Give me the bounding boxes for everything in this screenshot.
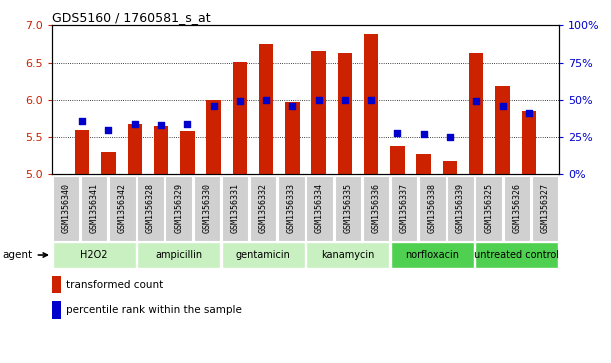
Bar — [52, 276, 61, 293]
Bar — [306, 176, 333, 241]
Bar — [503, 176, 530, 241]
Text: GSM1356334: GSM1356334 — [315, 183, 324, 233]
Text: GSM1356338: GSM1356338 — [428, 183, 437, 233]
Text: agent: agent — [2, 250, 47, 260]
Bar — [207, 100, 221, 174]
Text: kanamycin: kanamycin — [321, 250, 375, 260]
Text: GSM1356337: GSM1356337 — [400, 183, 409, 233]
Bar — [137, 242, 220, 268]
Text: GSM1356341: GSM1356341 — [90, 183, 99, 233]
Bar — [75, 130, 89, 174]
Bar — [222, 242, 305, 268]
Bar — [532, 176, 558, 241]
Bar — [222, 176, 248, 241]
Text: GSM1356331: GSM1356331 — [230, 183, 240, 233]
Bar — [312, 52, 326, 174]
Text: norfloxacin: norfloxacin — [405, 250, 459, 260]
Point — [313, 97, 323, 103]
Text: GSM1356342: GSM1356342 — [118, 183, 127, 233]
Text: GSM1356332: GSM1356332 — [258, 183, 268, 233]
Point — [366, 97, 376, 103]
Point — [392, 130, 402, 135]
Text: GSM1356333: GSM1356333 — [287, 183, 296, 233]
Text: gentamicin: gentamicin — [236, 250, 291, 260]
Bar — [391, 242, 474, 268]
Point — [130, 121, 140, 127]
Bar — [154, 126, 168, 174]
Point — [104, 127, 114, 132]
Text: GSM1356330: GSM1356330 — [202, 183, 211, 233]
Point — [497, 103, 507, 109]
Text: untreated control: untreated control — [474, 250, 559, 260]
Text: GSM1356328: GSM1356328 — [146, 183, 155, 233]
Bar — [109, 176, 136, 241]
Text: GSM1356329: GSM1356329 — [174, 183, 183, 233]
Bar — [364, 34, 378, 174]
Point — [156, 122, 166, 128]
Bar — [52, 301, 61, 319]
Bar — [475, 242, 558, 268]
Bar — [128, 124, 142, 174]
Bar — [250, 176, 277, 241]
Text: GSM1356325: GSM1356325 — [484, 183, 493, 233]
Bar — [363, 176, 389, 241]
Bar — [180, 131, 194, 174]
Bar — [391, 176, 417, 241]
Text: GSM1356339: GSM1356339 — [456, 183, 465, 233]
Text: ampicillin: ampicillin — [155, 250, 202, 260]
Point — [235, 98, 245, 104]
Bar — [496, 86, 510, 174]
Point — [183, 121, 192, 127]
Bar — [443, 161, 457, 174]
Bar — [53, 242, 136, 268]
Point — [524, 110, 533, 116]
Bar — [259, 44, 273, 174]
Bar — [101, 152, 115, 174]
Text: GSM1356326: GSM1356326 — [512, 183, 521, 233]
Bar — [306, 242, 389, 268]
Bar — [469, 53, 483, 174]
Text: GSM1356335: GSM1356335 — [343, 183, 353, 233]
Bar — [194, 176, 220, 241]
Text: transformed count: transformed count — [66, 280, 163, 290]
Text: percentile rank within the sample: percentile rank within the sample — [66, 305, 242, 315]
Point — [262, 97, 271, 103]
Bar — [285, 102, 299, 174]
Bar — [419, 176, 445, 241]
Point — [288, 103, 298, 109]
Text: H2O2: H2O2 — [81, 250, 108, 260]
Bar — [233, 62, 247, 174]
Bar — [334, 176, 361, 241]
Text: GSM1356340: GSM1356340 — [62, 183, 70, 233]
Text: GSM1356336: GSM1356336 — [371, 183, 381, 233]
Point — [209, 103, 219, 109]
Point — [471, 98, 481, 104]
Bar — [166, 176, 192, 241]
Bar — [81, 176, 108, 241]
Bar — [417, 154, 431, 174]
Bar — [278, 176, 305, 241]
Bar — [338, 53, 352, 174]
Bar — [522, 111, 536, 174]
Bar — [137, 176, 164, 241]
Bar — [447, 176, 474, 241]
Point — [445, 134, 455, 140]
Bar — [390, 146, 404, 174]
Text: GSM1356327: GSM1356327 — [541, 183, 549, 233]
Text: GDS5160 / 1760581_s_at: GDS5160 / 1760581_s_at — [52, 11, 211, 24]
Bar — [53, 176, 79, 241]
Point — [419, 131, 428, 137]
Point — [340, 97, 349, 103]
Point — [78, 118, 87, 123]
Bar — [475, 176, 502, 241]
